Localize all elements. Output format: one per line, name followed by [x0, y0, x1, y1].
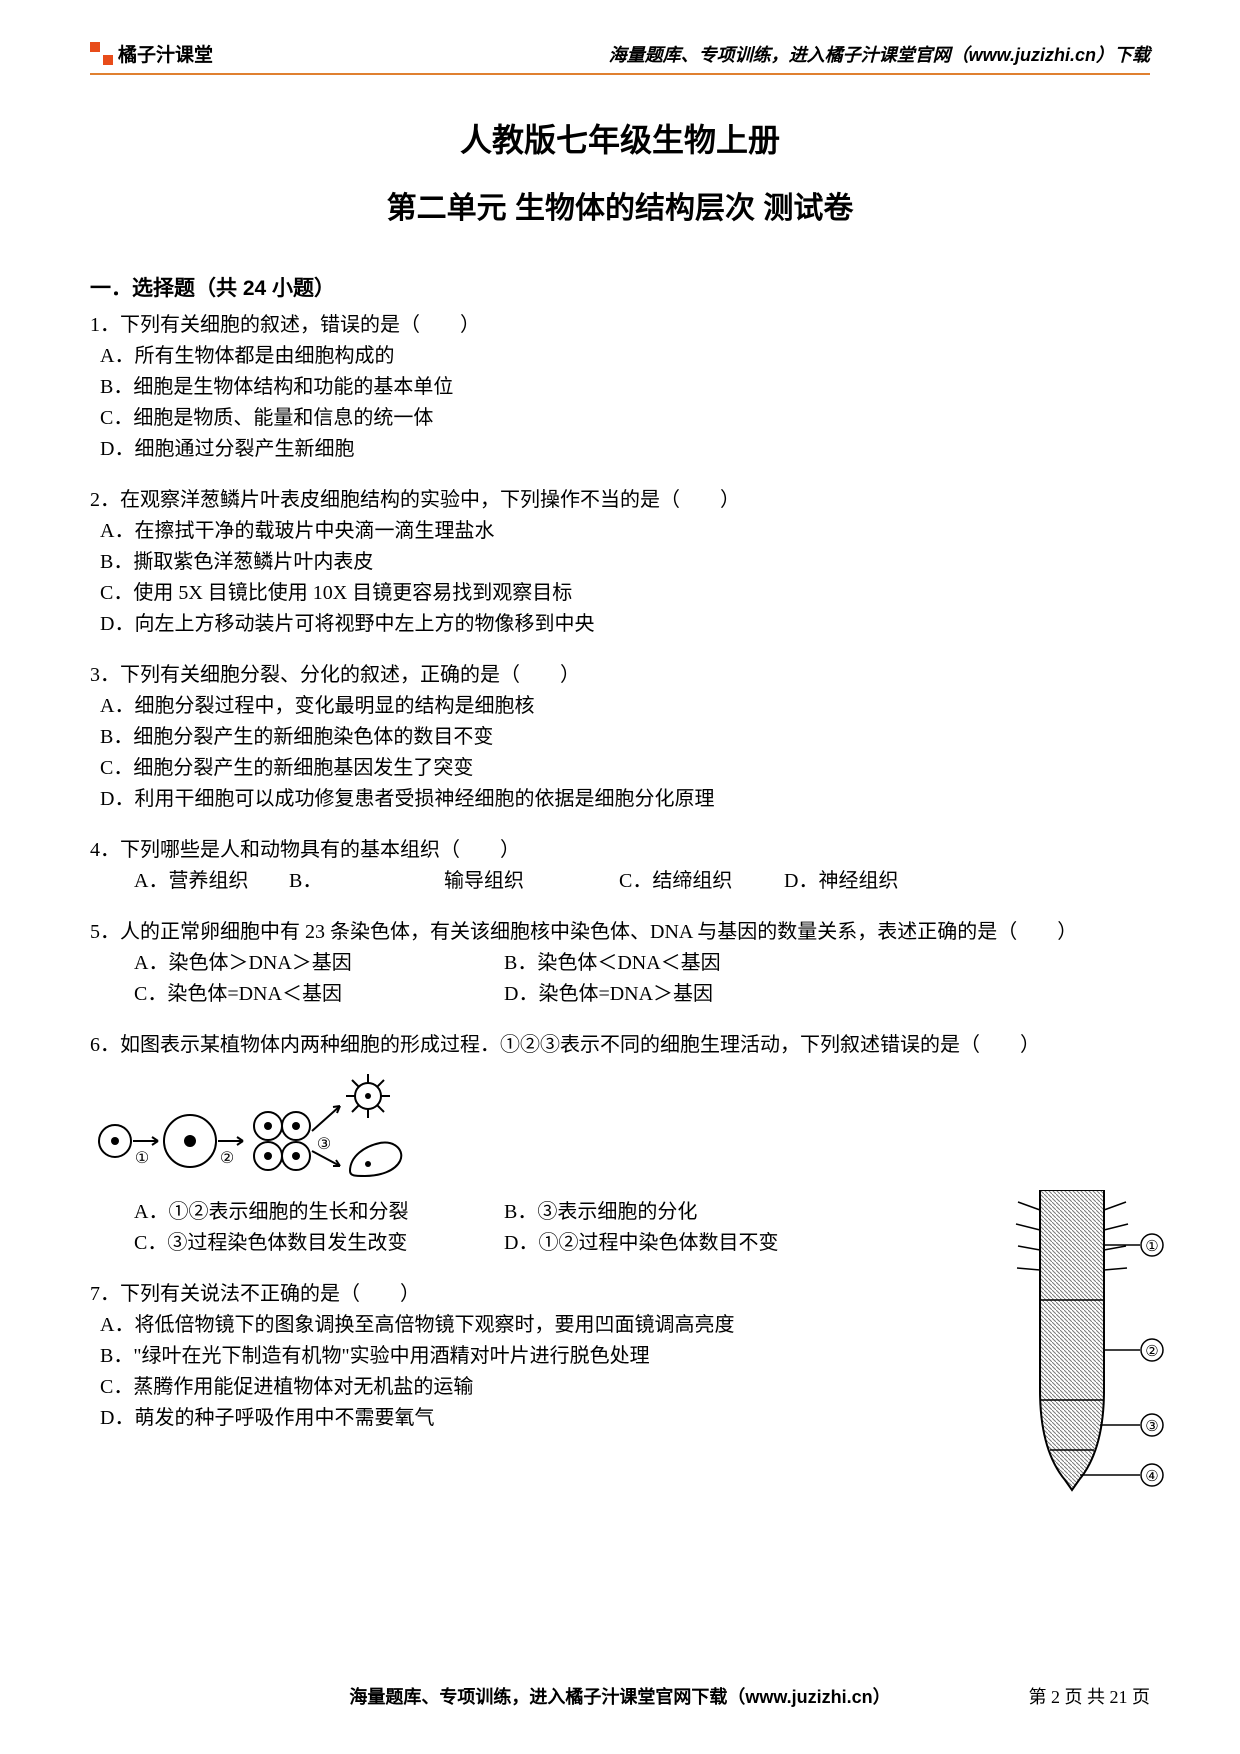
- q4-stem: 4．下列哪些是人和动物具有的基本组织（ ）: [90, 835, 1150, 866]
- q7-opt-d: D．萌发的种子呼吸作用中不需要氧气: [90, 1403, 940, 1434]
- q1-stem: 1．下列有关细胞的叙述，错误的是（ ）: [90, 310, 1150, 341]
- q6-label-3: ③: [317, 1136, 331, 1153]
- q5-stem: 5．人的正常卵细胞中有 23 条染色体，有关该细胞核中染色体、DNA 与基因的数…: [90, 917, 1150, 948]
- logo-icon: [90, 42, 114, 66]
- root-tip-diagram-icon: ① ② ③ ④: [1000, 1190, 1170, 1510]
- q1-opt-c: C．细胞是物质、能量和信息的统一体: [90, 403, 1150, 434]
- q3-opt-c: C．细胞分裂产生的新细胞基因发生了突变: [90, 753, 1150, 784]
- q4-options-row: A．营养组织 B． 输导组织 C．结缔组织 D．神经组织: [90, 866, 1150, 897]
- q7-figure: ① ② ③ ④: [1000, 1190, 1170, 1515]
- q4-opt-c: C．结缔组织: [619, 866, 779, 897]
- q7-label-4: ④: [1145, 1469, 1158, 1485]
- q5-opt-b: B．染色体＜DNA＜基因: [504, 948, 874, 979]
- q6-options: A．①②表示细胞的生长和分裂 B．③表示细胞的分化 C．③过程染色体数目发生改变…: [90, 1197, 1150, 1259]
- q7-label-1: ①: [1145, 1239, 1158, 1255]
- footer-page-suffix: 页: [1132, 1687, 1150, 1707]
- q6-stem: 6．如图表示某植物体内两种细胞的形成过程．①②③表示不同的细胞生理活动，下列叙述…: [90, 1030, 1150, 1061]
- question-2: 2．在观察洋葱鳞片叶表皮细胞结构的实验中，下列操作不当的是（ ） A．在擦拭干净…: [90, 485, 1150, 640]
- q1-opt-a: A．所有生物体都是由细胞构成的: [90, 341, 1150, 372]
- q7-opt-a: A．将低倍物镜下的图象调换至高倍物镜下观察时，要用凹面镜调高亮度: [90, 1310, 940, 1341]
- q3-opt-b: B．细胞分裂产生的新细胞染色体的数目不变: [90, 722, 1150, 753]
- footer-page-number: 第 2 页 共 21 页: [1029, 1683, 1151, 1709]
- q4-opt-a: A．营养组织: [134, 866, 284, 897]
- question-7: 7．下列有关说法不正确的是（ ） A．将低倍物镜下的图象调换至高倍物镜下观察时，…: [90, 1279, 940, 1434]
- logo: 橘子汁课堂: [90, 40, 213, 67]
- q6-opt-b: B．③表示细胞的分化: [504, 1197, 874, 1228]
- q7-opt-b: B．"绿叶在光下制造有机物"实验中用酒精对叶片进行脱色处理: [90, 1341, 940, 1372]
- q3-opt-a: A．细胞分裂过程中，变化最明显的结构是细胞核: [90, 691, 1150, 722]
- q6-figure: ① ② ③: [90, 1071, 1150, 1191]
- footer-page-total: 21: [1110, 1687, 1128, 1707]
- section-header: 一．选择题（共 24 小题）: [90, 272, 1150, 302]
- header-source-text: 海量题库、专项训练，进入橘子汁课堂官网（www.juzizhi.cn）下载: [609, 41, 1150, 67]
- logo-text: 橘子汁课堂: [118, 40, 213, 67]
- footer-page-current: 2: [1051, 1687, 1060, 1707]
- q2-opt-b: B．撕取紫色洋葱鳞片叶内表皮: [90, 547, 1150, 578]
- q2-opt-a: A．在擦拭干净的载玻片中央滴一滴生理盐水: [90, 516, 1150, 547]
- q2-opt-d: D．向左上方移动装片可将视野中左上方的物像移到中央: [90, 609, 1150, 640]
- q5-opt-a: A．染色体＞DNA＞基因: [134, 948, 504, 979]
- q5-opt-d: D．染色体=DNA＞基因: [504, 979, 874, 1010]
- q3-opt-d: D．利用干细胞可以成功修复患者受损神经细胞的依据是细胞分化原理: [90, 784, 1150, 815]
- question-3: 3．下列有关细胞分裂、分化的叙述，正确的是（ ） A．细胞分裂过程中，变化最明显…: [90, 660, 1150, 815]
- q4-opt-b-tail: 输导组织: [334, 866, 614, 897]
- question-4: 4．下列哪些是人和动物具有的基本组织（ ） A．营养组织 B． 输导组织 C．结…: [90, 835, 1150, 897]
- q4-opt-d: D．神经组织: [784, 866, 898, 897]
- q2-opt-c: C．使用 5X 目镜比使用 10X 目镜更容易找到观察目标: [90, 578, 1150, 609]
- q1-opt-d: D．细胞通过分裂产生新细胞: [90, 434, 1150, 465]
- q3-stem: 3．下列有关细胞分裂、分化的叙述，正确的是（ ）: [90, 660, 1150, 691]
- question-6: 6．如图表示某植物体内两种细胞的形成过程．①②③表示不同的细胞生理活动，下列叙述…: [90, 1030, 1150, 1259]
- q6-label-1: ①: [135, 1150, 149, 1167]
- q6-opt-a: A．①②表示细胞的生长和分裂: [134, 1197, 504, 1228]
- footer-page-mid: 页 共: [1065, 1687, 1106, 1707]
- q6-label-2: ②: [220, 1150, 234, 1167]
- q6-opt-c: C．③过程染色体数目发生改变: [134, 1228, 504, 1259]
- q2-stem: 2．在观察洋葱鳞片叶表皮细胞结构的实验中，下列操作不当的是（ ）: [90, 485, 1150, 516]
- footer-center-text: 海量题库、专项训练，进入橘子汁课堂官网下载（www.juzizhi.cn）: [90, 1683, 1150, 1709]
- title-line2: 第二单元 生物体的结构层次 测试卷: [90, 183, 1150, 227]
- q1-opt-b: B．细胞是生物体结构和功能的基本单位: [90, 372, 1150, 403]
- q6-opt-d: D．①②过程中染色体数目不变: [504, 1228, 874, 1259]
- q5-opt-c: C．染色体=DNA＜基因: [134, 979, 504, 1010]
- q7-opt-c: C．蒸腾作用能促进植物体对无机盐的运输: [90, 1372, 940, 1403]
- page-footer: 海量题库、专项训练，进入橘子汁课堂官网下载（www.juzizhi.cn） 第 …: [90, 1683, 1150, 1709]
- q4-opt-b: B．: [289, 866, 329, 897]
- q5-options: A．染色体＞DNA＞基因 B．染色体＜DNA＜基因 C．染色体=DNA＜基因 D…: [90, 948, 1150, 1010]
- q7-label-2: ②: [1145, 1344, 1158, 1360]
- q7-stem: 7．下列有关说法不正确的是（ ）: [90, 1279, 940, 1310]
- question-1: 1．下列有关细胞的叙述，错误的是（ ） A．所有生物体都是由细胞构成的 B．细胞…: [90, 310, 1150, 465]
- document-titles: 人教版七年级生物上册 第二单元 生物体的结构层次 测试卷: [90, 115, 1150, 227]
- question-5: 5．人的正常卵细胞中有 23 条染色体，有关该细胞核中染色体、DNA 与基因的数…: [90, 917, 1150, 1010]
- page-header: 橘子汁课堂 海量题库、专项训练，进入橘子汁课堂官网（www.juzizhi.cn…: [90, 40, 1150, 75]
- footer-page-prefix: 第: [1029, 1687, 1047, 1707]
- cell-division-diagram-icon: ① ② ③: [90, 1071, 450, 1181]
- q7-label-3: ③: [1145, 1419, 1158, 1435]
- title-line1: 人教版七年级生物上册: [90, 115, 1150, 161]
